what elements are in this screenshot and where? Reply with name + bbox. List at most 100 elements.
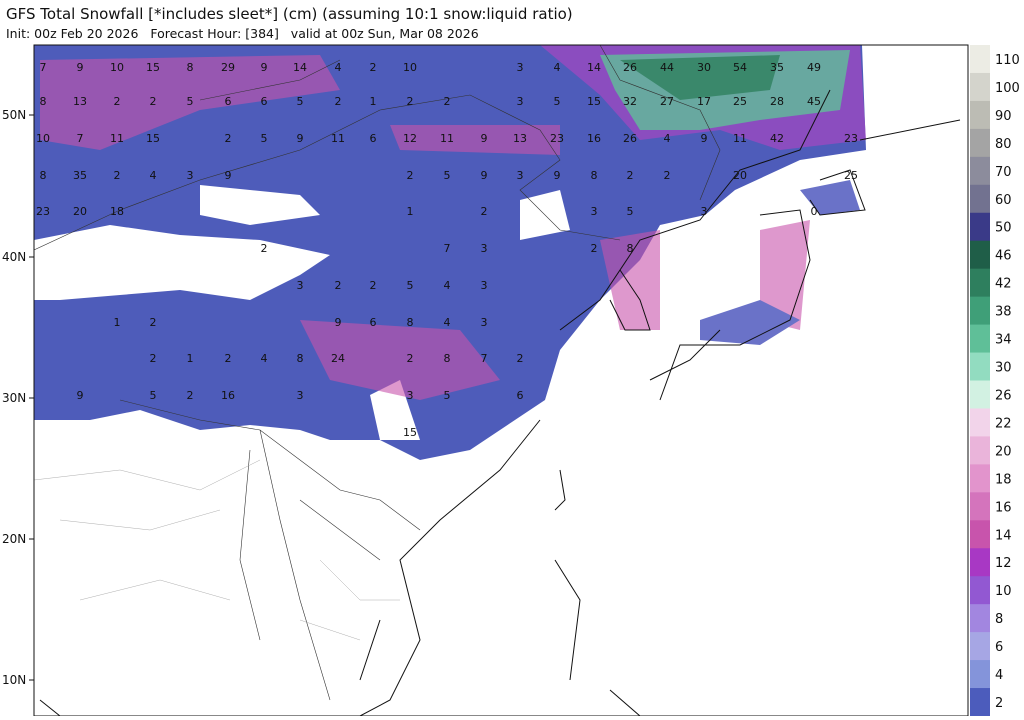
- colorbar-label: 38: [995, 305, 1012, 320]
- snowfall-label: 5: [627, 205, 634, 218]
- snowfall-label: 49: [807, 61, 821, 74]
- snowfall-label: 1: [407, 205, 414, 218]
- snowfall-label: 4: [150, 169, 157, 182]
- colorbar-label: 18: [995, 472, 1012, 487]
- snowfall-label: 8: [187, 61, 194, 74]
- snowfall-label: 1: [114, 316, 121, 329]
- snowfall-label: 24: [331, 352, 345, 365]
- snowfall-label: 3: [591, 205, 598, 218]
- snowfall-label: 3: [407, 389, 414, 402]
- snowfall-label: 2: [261, 242, 268, 255]
- snowfall-label: 8: [627, 242, 634, 255]
- snowfall-label: 11: [440, 132, 454, 145]
- snowfall-label: 6: [517, 389, 524, 402]
- snowfall-label: 7: [77, 132, 84, 145]
- snowfall-label: 2: [150, 95, 157, 108]
- colorbar-swatch: [970, 380, 990, 409]
- colorbar-swatch: [970, 352, 990, 381]
- snowfall-label: 1: [187, 352, 194, 365]
- snowfall-label: 8: [40, 169, 47, 182]
- snowfall-label: 35: [73, 169, 87, 182]
- subtitle: Init: 00z Feb 20 2026 Forecast Hour: [38…: [6, 26, 479, 41]
- snowfall-label: 26: [623, 61, 637, 74]
- snowfall-label: 11: [733, 132, 747, 145]
- title: GFS Total Snowfall [*includes sleet*] (c…: [6, 5, 573, 23]
- colorbar-swatch: [970, 548, 990, 577]
- snowfall-label: 45: [807, 95, 821, 108]
- snowfall-label: 13: [73, 95, 87, 108]
- snowfall-label: 3: [517, 61, 524, 74]
- snowfall-label: 2: [370, 61, 377, 74]
- snow-band: [40, 55, 340, 150]
- snow-band: [300, 125, 810, 400]
- snowfall-label: 10: [36, 132, 50, 145]
- snowfall-label: 9: [297, 132, 304, 145]
- snowfall-label: 3: [481, 242, 488, 255]
- latitude-label: 10N: [2, 673, 26, 687]
- colorbar-swatch: [970, 464, 990, 493]
- snowfall-label: 9: [481, 132, 488, 145]
- snowfall-label: 6: [370, 316, 377, 329]
- snowfall-label: 11: [110, 132, 124, 145]
- snowfall-label: 2: [187, 389, 194, 402]
- colorbar-label: 110: [995, 53, 1020, 68]
- colorbar-label: 4: [995, 668, 1003, 683]
- colorbar: 1101009080706050464238343026222018161412…: [970, 45, 1020, 717]
- snowfall-label: 4: [554, 61, 561, 74]
- colorbar-swatch: [970, 296, 990, 326]
- snowfall-label: 15: [587, 95, 601, 108]
- snowfall-label: 27: [660, 95, 674, 108]
- snowfall-label: 30: [697, 61, 711, 74]
- colorbar-label: 12: [995, 556, 1012, 571]
- snowfall-label: 16: [221, 389, 235, 402]
- snowfall-label: 2: [481, 205, 488, 218]
- map-labels: 7 9 10 15 8 29 9 14 4 2 10 3 4 14 26 44 30 54 35 498 13 2 2 5 6 6…: [36, 61, 858, 439]
- colorbar-swatch: [970, 604, 990, 633]
- map: 7 9 10 15 8 29 9 14 4 2 10 3 4 14 26 44 30 54 35 498 13 2 2 5 6 6…: [34, 45, 968, 716]
- snowfall-label: 3: [481, 316, 488, 329]
- snowfall-label: 10: [110, 61, 124, 74]
- snowfall-label: 2: [664, 169, 671, 182]
- heavy-snow-area: [620, 55, 780, 100]
- colorbar-swatch: [970, 156, 990, 186]
- snowfall-label: 2: [150, 352, 157, 365]
- colorbar-label: 22: [995, 416, 1012, 431]
- colorbar-swatch: [970, 324, 990, 354]
- colorbar-label: 26: [995, 388, 1012, 403]
- colorbar-swatch: [970, 436, 990, 465]
- colorbar-swatch: [970, 100, 990, 130]
- colorbar-label: 6: [995, 640, 1003, 655]
- snowfall-label: 9: [701, 132, 708, 145]
- snow-area: [34, 45, 866, 460]
- snowfall-label: 2: [407, 95, 414, 108]
- latitude-label: 50N: [2, 108, 26, 122]
- colorbar-label: 14: [995, 528, 1012, 543]
- snowfall-label: 18: [110, 205, 124, 218]
- snowfall-label: 42: [770, 132, 784, 145]
- colorbar-label: 8: [995, 612, 1003, 627]
- colorbar-label: 100: [995, 81, 1020, 96]
- colorbar-swatch: [970, 128, 990, 158]
- snowfall-label: 2: [627, 169, 634, 182]
- snowfall-label: 2: [591, 242, 598, 255]
- snowfall-label: 2: [114, 95, 121, 108]
- snowfall-label: 15: [403, 426, 417, 439]
- snowfall-label: 3: [481, 279, 488, 292]
- latitude-label: 40N: [2, 250, 26, 264]
- snowfall-label: 5: [407, 279, 414, 292]
- colorbar-label: 70: [995, 165, 1012, 180]
- no-snow-area: [34, 225, 330, 300]
- snowfall-label: 9: [77, 61, 84, 74]
- latitude-axis: 50N 40N 30N 20N 10N: [2, 108, 34, 687]
- colorbar-swatch: [970, 492, 990, 521]
- snowfall-label: 16: [587, 132, 601, 145]
- snowfall-label: 32: [623, 95, 637, 108]
- snowfall-label: 23: [550, 132, 564, 145]
- latitude-label: 30N: [2, 391, 26, 405]
- snowfall-label: 2: [444, 95, 451, 108]
- snowfall-label: 12: [403, 132, 417, 145]
- snowfall-label: 2: [407, 169, 414, 182]
- colorbar-swatch: [970, 240, 990, 270]
